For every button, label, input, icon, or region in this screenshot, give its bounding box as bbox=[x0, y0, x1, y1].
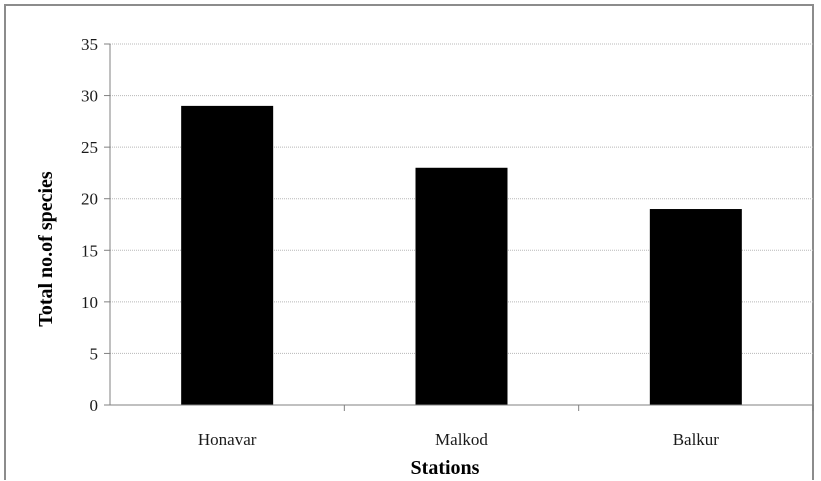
axes bbox=[104, 43, 814, 411]
bar-honavar bbox=[181, 105, 274, 405]
y-tick-label: 30 bbox=[81, 87, 98, 106]
y-tick-label: 20 bbox=[81, 190, 98, 209]
y-tick-label: 35 bbox=[81, 35, 98, 54]
y-axis-title: Total no.of species bbox=[35, 171, 57, 327]
x-tick-label-honavar: Honavar bbox=[198, 430, 257, 449]
bar-balkur bbox=[649, 209, 742, 405]
y-tick-label: 15 bbox=[81, 241, 98, 260]
y-tick-label: 25 bbox=[81, 138, 98, 157]
bar-malkod bbox=[415, 167, 508, 405]
y-tick-labels: 0 5 10 15 20 25 30 35 bbox=[81, 35, 98, 415]
x-tick-label-balkur: Balkur bbox=[673, 430, 720, 449]
x-tick-labels: Honavar Malkod Balkur bbox=[198, 430, 719, 449]
y-tick-label: 0 bbox=[90, 396, 99, 415]
x-axis-title: Stations bbox=[411, 457, 480, 479]
bars bbox=[181, 105, 742, 405]
y-tick-label: 10 bbox=[81, 293, 98, 312]
y-tick-label: 5 bbox=[90, 344, 99, 363]
x-tick-label-malkod: Malkod bbox=[435, 430, 488, 449]
